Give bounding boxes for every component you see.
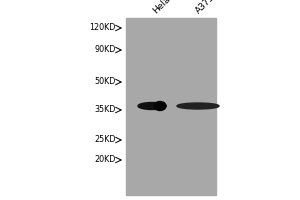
Text: 25KD: 25KD (94, 136, 116, 144)
Text: Hela: Hela (152, 0, 172, 15)
Text: 35KD: 35KD (94, 106, 116, 114)
Text: 20KD: 20KD (94, 156, 116, 164)
Bar (126, 18, 216, 195)
Ellipse shape (177, 103, 219, 109)
Text: A375: A375 (194, 0, 217, 15)
Text: 90KD: 90KD (94, 46, 116, 54)
Text: 120KD: 120KD (90, 23, 116, 32)
Text: 50KD: 50KD (94, 77, 116, 86)
Ellipse shape (154, 102, 166, 110)
Ellipse shape (138, 102, 166, 110)
